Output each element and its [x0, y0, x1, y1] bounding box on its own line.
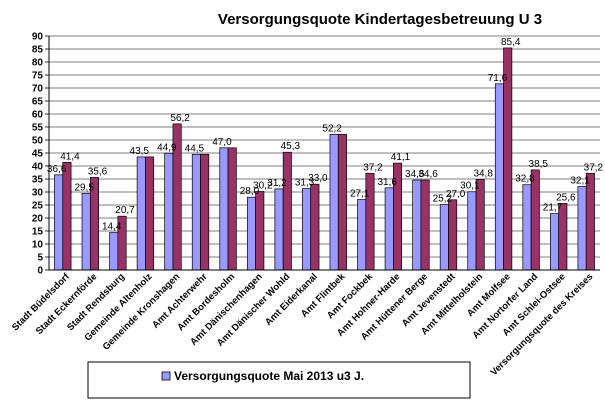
bar [219, 147, 229, 271]
data-label: 45,3 [281, 141, 301, 152]
bar [255, 191, 265, 271]
data-label: 43,5 [130, 146, 150, 157]
y-tick-label: 45 [32, 149, 44, 160]
y-tick-label: 20 [32, 214, 44, 225]
bar [54, 174, 64, 271]
data-label: 20,7 [115, 205, 135, 216]
legend-swatch [161, 371, 171, 381]
data-label: 14,4 [102, 222, 122, 233]
data-label: 27,1 [350, 189, 370, 200]
data-label: 30,1 [460, 181, 480, 192]
bar [164, 152, 174, 271]
legend: Versorgungsquote Mai 2013 u3 J. [87, 361, 471, 399]
x-tick-label: Versorgungsquote des Kreises [489, 271, 596, 378]
bar [109, 232, 119, 271]
bars [54, 47, 595, 271]
data-label: 71,6 [488, 73, 508, 84]
bar [494, 83, 504, 271]
bar [357, 199, 367, 271]
data-label: 52,2 [322, 123, 342, 134]
bar [550, 213, 560, 271]
y-tick-label: 60 [32, 110, 44, 121]
data-label: 38,5 [529, 159, 549, 170]
y-tick-label: 10 [32, 240, 44, 251]
bar [420, 179, 430, 271]
y-tick-label: 65 [32, 97, 44, 108]
y-tick-label: 40 [32, 162, 44, 173]
data-label: 56,2 [170, 113, 190, 124]
data-label: 29,5 [74, 182, 94, 193]
bar [191, 153, 201, 271]
axes [48, 36, 600, 271]
y-axis-ticks: 0 5 10 15 20 25 30 35 40 45 50 55 60 65 70 75 80 85 90 [32, 32, 49, 277]
data-label: 25,2 [433, 193, 453, 204]
data-label: 31,6 [377, 177, 397, 188]
data-label: 47,0 [212, 137, 232, 148]
data-label: 34,6 [405, 169, 425, 180]
data-label: 35,6 [88, 166, 108, 177]
y-tick-label: 50 [32, 136, 44, 147]
bar [81, 192, 91, 271]
data-label: 41,1 [391, 152, 411, 163]
bar [585, 172, 595, 271]
bar [136, 156, 146, 271]
bar [200, 153, 210, 271]
data-labels: 36,6 41,4 29,5 35,6 14,4 20,7 43,5 44,9 56,2 44,5… [47, 37, 604, 233]
bar [329, 133, 339, 271]
data-label: 30,2 [253, 180, 273, 191]
bar [310, 183, 320, 271]
legend-box [87, 361, 471, 399]
y-tick-label: 70 [32, 84, 44, 95]
data-label: 31,3 [295, 178, 315, 189]
bar [475, 179, 485, 271]
bar [530, 169, 540, 271]
y-tick-label: 55 [32, 123, 44, 134]
chart-title: Versorgungsquote Kindertagesbetreuung U … [218, 11, 542, 28]
data-label: 33,0 [308, 173, 328, 184]
data-label: 36,6 [47, 164, 67, 175]
bar [282, 151, 292, 271]
bar [62, 162, 72, 271]
data-label: 25,6 [556, 192, 576, 203]
data-label: 34,6 [418, 169, 438, 180]
bar [467, 191, 477, 271]
data-label: 44,9 [157, 142, 177, 153]
data-label: 31,2 [267, 178, 287, 189]
bar [448, 199, 458, 271]
bar [145, 156, 155, 271]
legend-label: Versorgungsquote Mai 2013 u3 J. [174, 369, 364, 383]
bar [227, 147, 237, 271]
data-label: 32,1 [570, 176, 590, 187]
data-label: 28,0 [240, 186, 260, 197]
bar [384, 187, 394, 271]
bar [246, 196, 256, 271]
bar [337, 133, 347, 271]
y-tick-label: 35 [32, 175, 44, 186]
data-label: 44,5 [185, 143, 205, 154]
y-tick-label: 90 [32, 32, 44, 43]
y-tick-label: 30 [32, 188, 44, 199]
data-label: 41,4 [60, 151, 80, 162]
bar [522, 184, 532, 271]
bar [577, 186, 587, 271]
bar [439, 204, 449, 271]
y-tick-label: 25 [32, 201, 44, 212]
data-label: 37,2 [584, 162, 604, 173]
data-label: 32,8 [515, 174, 535, 185]
y-tick-label: 80 [32, 58, 44, 69]
bar [412, 179, 422, 271]
data-label: 37,2 [363, 162, 383, 173]
y-tick-label: 0 [37, 266, 43, 277]
bar [302, 188, 312, 271]
data-label: 85,4 [501, 37, 521, 48]
y-tick-label: 5 [37, 253, 43, 264]
data-label: 21,7 [543, 203, 563, 214]
y-tick-label: 15 [32, 227, 44, 238]
data-label: 27,0 [446, 189, 466, 200]
data-label: 34,8 [473, 169, 493, 180]
y-tick-label: 75 [32, 71, 44, 82]
y-tick-label: 85 [32, 45, 44, 56]
bar [274, 188, 284, 271]
